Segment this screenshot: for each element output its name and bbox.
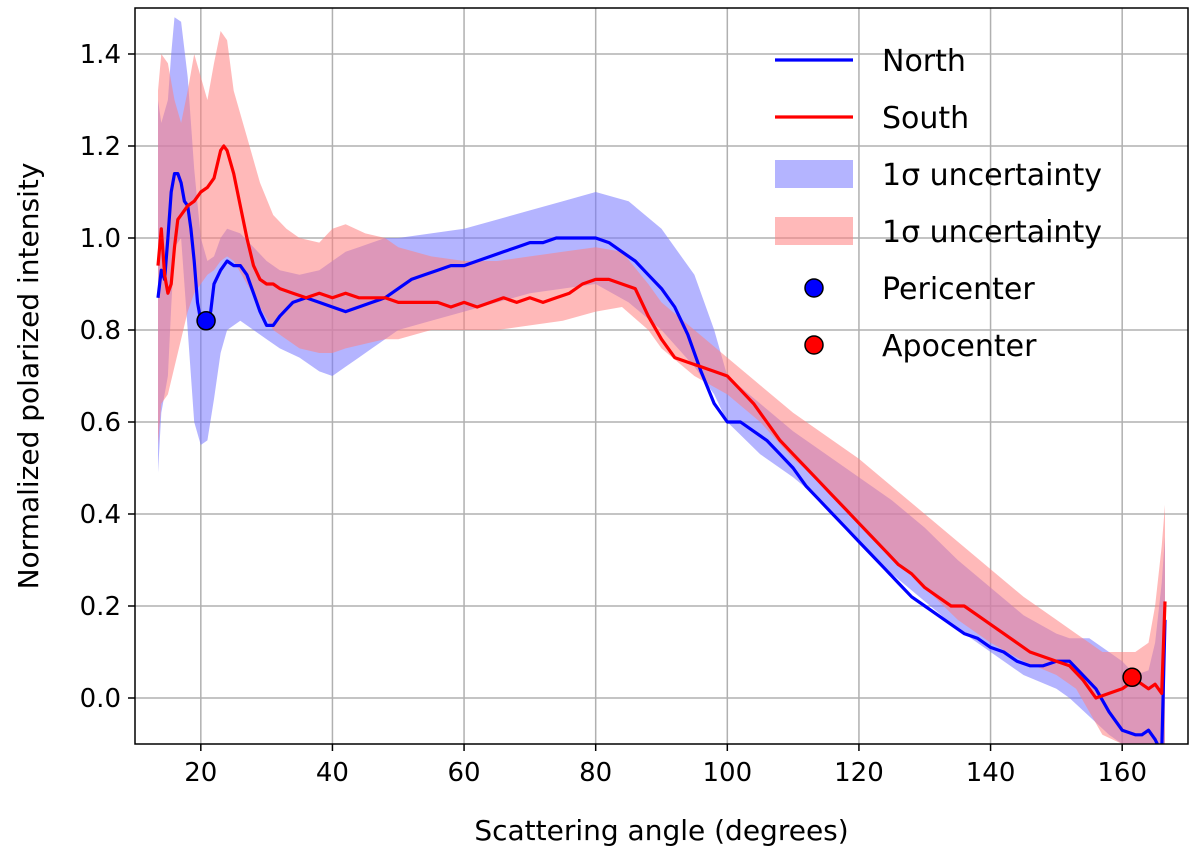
legend-6-label: Apocenter	[882, 329, 1037, 364]
legend-5-swatch	[804, 278, 824, 298]
legend-4-label: 1σ uncertainty	[882, 215, 1102, 250]
south-uncertainty-band	[158, 31, 1165, 744]
series-lines	[156, 144, 1167, 744]
legend-6-swatch	[804, 335, 824, 355]
x-tick-label: 80	[579, 758, 612, 788]
south-line	[156, 144, 1167, 700]
x-tick-label: 160	[1097, 758, 1147, 788]
y-tick-label: 0.8	[80, 316, 121, 346]
y-tick-label: 0.4	[80, 500, 121, 530]
orbit-points	[196, 311, 1142, 688]
apocenter-marker	[1122, 667, 1142, 688]
uncertainty-bands	[158, 17, 1165, 744]
x-tick-label: 100	[702, 758, 752, 788]
north-line	[156, 172, 1167, 744]
legend-3-swatch	[775, 160, 853, 188]
y-tick-label: 0.0	[80, 684, 121, 714]
y-tick-label: 0.6	[80, 408, 121, 438]
y-tick-label: 1.4	[80, 40, 121, 70]
y-tick-label: 1.0	[80, 224, 121, 254]
y-tick-label: 1.2	[80, 132, 121, 162]
pericenter-marker	[196, 311, 216, 331]
legend-2-label: South	[882, 101, 969, 136]
legend-4-swatch	[775, 217, 853, 245]
x-axis-label: Scattering angle (degrees)	[474, 814, 848, 847]
y-axis-label: Normalized polarized intensity	[12, 163, 45, 590]
legend-3-label: 1σ uncertainty	[882, 158, 1102, 193]
x-tick-label: 140	[966, 758, 1016, 788]
x-tick-label: 120	[834, 758, 884, 788]
plot-frame	[134, 7, 1189, 745]
x-tick-label: 20	[184, 758, 217, 788]
y-axis-ticks: 0.0 0.2 0.4 0.6 0.8 1.0 1.2 1.4	[80, 40, 135, 714]
x-tick-label: 60	[448, 758, 481, 788]
legend: North South 1σ uncertainty 1σ uncertainty Pe…	[775, 44, 1102, 364]
x-tick-label: 40	[316, 758, 349, 788]
legend-1-label: North	[882, 44, 966, 79]
x-axis-ticks: 20 40 60 80 100 120 140 160	[184, 744, 1147, 788]
y-tick-label: 0.2	[80, 592, 121, 622]
legend-5-label: Pericenter	[882, 272, 1035, 307]
